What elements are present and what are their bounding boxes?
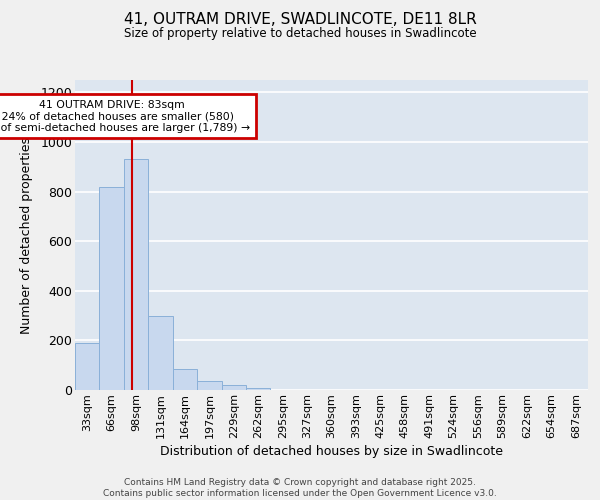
Text: Contains HM Land Registry data © Crown copyright and database right 2025.
Contai: Contains HM Land Registry data © Crown c… — [103, 478, 497, 498]
Bar — [148, 316, 173, 390]
Bar — [197, 382, 221, 390]
Bar — [221, 385, 246, 390]
Bar — [124, 160, 148, 390]
X-axis label: Distribution of detached houses by size in Swadlincote: Distribution of detached houses by size … — [160, 445, 503, 458]
Bar — [100, 186, 124, 390]
Bar — [246, 388, 271, 390]
Text: 41 OUTRAM DRIVE: 83sqm
← 24% of detached houses are smaller (580)
76% of semi-de: 41 OUTRAM DRIVE: 83sqm ← 24% of detached… — [0, 100, 250, 133]
Y-axis label: Number of detached properties: Number of detached properties — [20, 136, 34, 334]
Bar — [75, 343, 100, 390]
Bar — [173, 369, 197, 390]
Text: Size of property relative to detached houses in Swadlincote: Size of property relative to detached ho… — [124, 28, 476, 40]
Text: 41, OUTRAM DRIVE, SWADLINCOTE, DE11 8LR: 41, OUTRAM DRIVE, SWADLINCOTE, DE11 8LR — [124, 12, 476, 28]
